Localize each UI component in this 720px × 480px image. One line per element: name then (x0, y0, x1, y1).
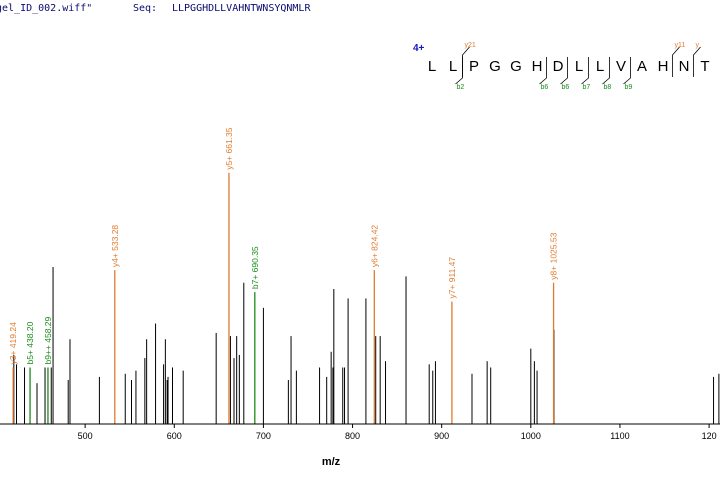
sequence-residue: H (658, 58, 669, 75)
b-ion-bracket (581, 57, 589, 85)
x-tick-label: 700 (256, 431, 271, 441)
peak-label: b5+ 438.20 (25, 321, 35, 364)
b-ion-map-label: b6 (541, 84, 549, 91)
x-tick-label: 1100 (610, 431, 629, 441)
b-ion-bracket (602, 57, 610, 85)
peak-label: y5+ 661.35 (224, 127, 234, 170)
sequence-value: LLPGGHDLLVAHNTWNSYQNMLR (172, 3, 311, 14)
peak-label: y8+ 1025.53 (549, 232, 559, 279)
y-ion-map-label: y11 (675, 42, 686, 49)
b-ion-bracket (623, 57, 631, 85)
sequence-residue: L (575, 58, 583, 75)
b-ion-map-label: b2 (457, 84, 465, 91)
b-ion-map-label: b6 (562, 84, 570, 91)
peak-label: y4+ 533.28 (110, 225, 120, 268)
x-axis-title: m/z (322, 456, 341, 468)
sequence-residue: N (679, 58, 690, 75)
x-axis: 500 600 700 800 900 1000 1100 120 m/z (0, 423, 720, 468)
sequence-residue: V (616, 58, 626, 75)
peak-layer: y3+ 419.24 b5+ 438.20 b9++ 458.29 y4+ 533.2… (8, 127, 720, 424)
b-ion-bracket (455, 57, 463, 85)
peak-label: b7+ 690.35 (250, 246, 260, 289)
peak-label: y7+ 911.47 (447, 257, 457, 299)
x-tick-label: 1000 (521, 431, 541, 441)
sequence-residue: G (489, 58, 501, 75)
peak-label: y6+ 824.42 (369, 225, 379, 268)
sequence-caption: Seq: (133, 3, 158, 14)
x-tick-label: 800 (345, 431, 360, 441)
sequence-residue: L (449, 58, 457, 75)
sequence-residue: L (596, 58, 604, 75)
sequence-residue: D (553, 58, 564, 75)
x-tick-label: 500 (78, 431, 93, 441)
sequence-residue: L (428, 58, 436, 75)
b-ion-map-label: b8 (604, 84, 612, 91)
sequence-residue: A (637, 58, 647, 75)
x-tick-label: 120 (702, 431, 717, 441)
y-ion-bracket (693, 46, 701, 77)
file-name-label: gel_ID_002.wiff" (0, 3, 93, 14)
sequence-residue: H (532, 58, 543, 75)
b-ion-bracket (539, 57, 547, 85)
y-ion-map-label: y21 (465, 42, 476, 49)
sequence-residue: P (469, 58, 479, 75)
b-ion-map-label: b9 (625, 84, 633, 91)
peak-label: b9++ 458.29 (43, 316, 53, 364)
x-tick-label: 900 (434, 431, 449, 441)
charge-state-label: 4+ (413, 43, 425, 54)
sequence-residue: G (510, 58, 522, 75)
b-ion-bracket (560, 57, 568, 85)
peak-label: y3+ 419.24 (8, 322, 18, 365)
x-tick-label: 600 (167, 431, 182, 441)
b-ion-map-label: b7 (583, 84, 591, 91)
sequence-residue: T (700, 58, 709, 75)
y-ion-bracket (672, 46, 680, 77)
y-ion-map-label: y (696, 42, 700, 49)
